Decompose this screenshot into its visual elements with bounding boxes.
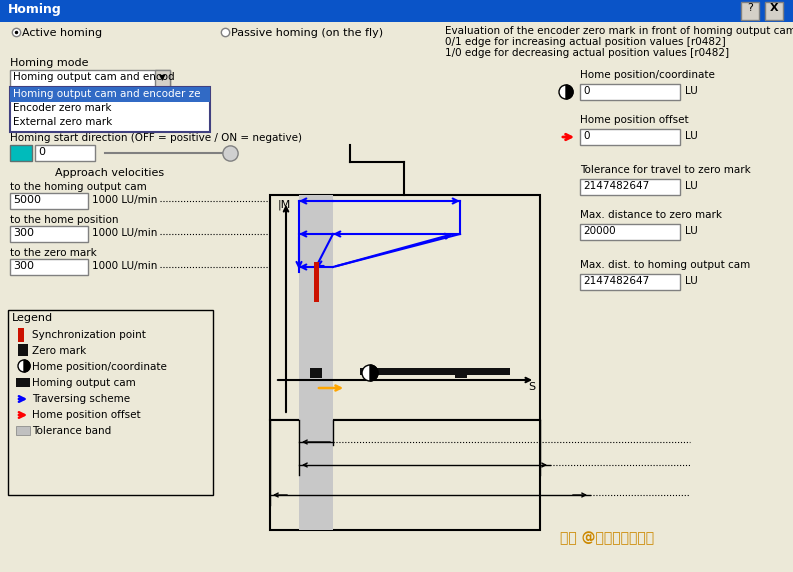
Text: LU: LU xyxy=(685,86,698,96)
Bar xyxy=(155,70,170,87)
Text: Approach velocities: Approach velocities xyxy=(55,168,164,178)
Text: 1000 LU/min: 1000 LU/min xyxy=(92,228,157,238)
Bar xyxy=(765,2,783,20)
Text: 5000: 5000 xyxy=(13,195,41,205)
Text: 1/0 edge for decreasing actual position values [r0482]: 1/0 edge for decreasing actual position … xyxy=(445,48,729,58)
Bar xyxy=(8,310,213,495)
Bar xyxy=(580,84,680,100)
Text: 1000 LU/min: 1000 LU/min xyxy=(92,195,157,205)
Text: Max. distance to zero mark: Max. distance to zero mark xyxy=(580,210,722,220)
Bar xyxy=(580,274,680,290)
Circle shape xyxy=(559,85,573,99)
Text: 300: 300 xyxy=(13,228,34,238)
Bar xyxy=(18,328,24,342)
Text: 0: 0 xyxy=(583,86,589,96)
Polygon shape xyxy=(24,360,30,372)
Text: Homing output cam and encod: Homing output cam and encod xyxy=(13,72,174,82)
Bar xyxy=(270,420,540,530)
Text: Tolerance band: Tolerance band xyxy=(32,426,111,436)
Text: LU: LU xyxy=(685,276,698,286)
Text: Encoder zero mark: Encoder zero mark xyxy=(13,103,112,113)
Text: 0: 0 xyxy=(583,131,589,141)
Polygon shape xyxy=(566,85,573,99)
Bar xyxy=(35,145,95,161)
Bar xyxy=(310,368,322,378)
Text: Tolerance for travel to zero mark: Tolerance for travel to zero mark xyxy=(580,165,751,175)
Bar xyxy=(10,70,170,87)
Text: 2147482647: 2147482647 xyxy=(583,276,649,286)
Bar xyxy=(16,378,30,387)
Text: 头条 @电气自动化应用: 头条 @电气自动化应用 xyxy=(560,531,654,545)
Text: ?: ? xyxy=(747,3,753,13)
Text: LU: LU xyxy=(685,181,698,191)
Bar xyxy=(10,193,88,209)
Text: S: S xyxy=(528,382,535,392)
Text: Zero mark: Zero mark xyxy=(32,346,86,356)
Bar xyxy=(18,344,28,356)
Text: External zero mark: External zero mark xyxy=(13,117,113,127)
Bar xyxy=(10,259,88,275)
Bar xyxy=(10,226,88,242)
Text: 0/1 edge for increasing actual position values [r0482]: 0/1 edge for increasing actual position … xyxy=(445,37,726,47)
Bar xyxy=(270,195,540,420)
Text: Homing mode: Homing mode xyxy=(10,58,89,68)
Bar xyxy=(580,179,680,195)
Bar xyxy=(741,2,759,20)
Text: Homing: Homing xyxy=(8,3,62,16)
Polygon shape xyxy=(360,368,510,375)
Text: ▼: ▼ xyxy=(159,73,165,82)
Bar xyxy=(10,87,210,102)
Text: |M: |M xyxy=(278,200,291,210)
Bar xyxy=(10,145,32,161)
Text: to the homing output cam: to the homing output cam xyxy=(10,182,147,192)
Text: Active homing: Active homing xyxy=(22,28,102,38)
Bar xyxy=(299,195,333,530)
Text: Evaluation of the encoder zero mark in front of homing output cam: Evaluation of the encoder zero mark in f… xyxy=(445,26,793,36)
Text: 1000 LU/min: 1000 LU/min xyxy=(92,261,157,271)
Text: Home position/coordinate: Home position/coordinate xyxy=(580,70,714,80)
Text: Max. dist. to homing output cam: Max. dist. to homing output cam xyxy=(580,260,750,270)
Text: Home position offset: Home position offset xyxy=(580,115,688,125)
Text: Home position/coordinate: Home position/coordinate xyxy=(32,362,167,372)
Text: 0: 0 xyxy=(38,147,45,157)
Polygon shape xyxy=(370,365,378,381)
Text: Legend: Legend xyxy=(12,313,53,323)
Text: Home position offset: Home position offset xyxy=(32,410,140,420)
Bar xyxy=(16,426,30,435)
Text: 2147482647: 2147482647 xyxy=(583,181,649,191)
Text: Homing output cam and encoder ze: Homing output cam and encoder ze xyxy=(13,89,201,99)
Bar xyxy=(580,224,680,240)
Text: Traversing scheme: Traversing scheme xyxy=(32,394,130,404)
Bar xyxy=(580,129,680,145)
Text: LU: LU xyxy=(685,226,698,236)
Circle shape xyxy=(362,365,378,381)
Bar xyxy=(0,0,793,22)
Text: 300: 300 xyxy=(13,261,34,271)
Text: to the home position: to the home position xyxy=(10,215,118,225)
Circle shape xyxy=(18,360,30,372)
Text: Synchronization point: Synchronization point xyxy=(32,330,146,340)
Bar xyxy=(314,262,319,302)
Text: LU: LU xyxy=(685,131,698,141)
Text: Homing start direction (OFF = positive / ON = negative): Homing start direction (OFF = positive /… xyxy=(10,133,302,143)
Bar xyxy=(10,87,210,132)
Text: X: X xyxy=(770,3,778,13)
Text: Passive homing (on the fly): Passive homing (on the fly) xyxy=(231,28,383,38)
Text: 20000: 20000 xyxy=(583,226,615,236)
Bar xyxy=(455,368,467,378)
Text: to the zero mark: to the zero mark xyxy=(10,248,97,258)
Text: Homing output cam: Homing output cam xyxy=(32,378,136,388)
